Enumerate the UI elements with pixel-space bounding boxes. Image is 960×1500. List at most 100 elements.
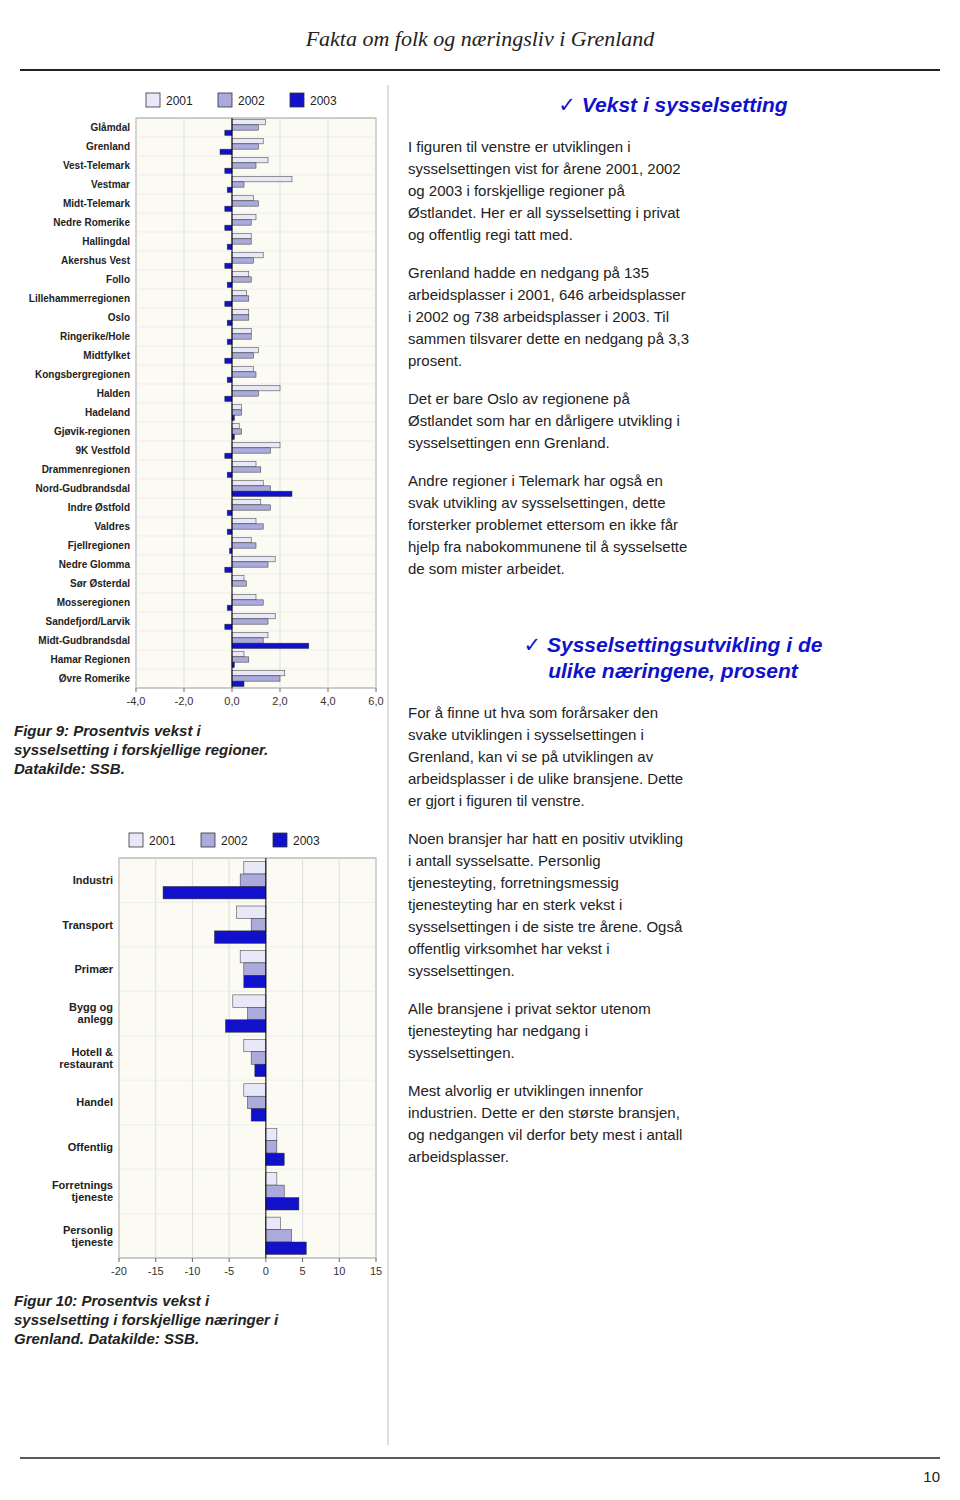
category-separator — [119, 1169, 376, 1170]
bar — [232, 671, 285, 676]
text-line: arbeidsplasser. — [408, 1148, 509, 1165]
text-line: Midt-Gudbrandsdal — [38, 635, 130, 646]
chart: 200120022003-20-15-10-5051015Personligtj… — [14, 833, 382, 1347]
tick-mark — [232, 688, 233, 692]
bar — [227, 510, 232, 515]
text-line: arbeidsplasser i de ulike bransjene. Det… — [408, 770, 683, 787]
legend-label: 2001 — [149, 834, 176, 848]
category-label: Sør Østerdal — [70, 578, 130, 589]
bar — [227, 320, 232, 325]
text-line: Mosseregionen — [57, 597, 130, 608]
text-line: ulike næringene, prosent — [548, 659, 799, 682]
section-title: ✓ Sysselsettingsutvikling i deulike næri… — [524, 633, 823, 682]
category-label: Vestmar — [91, 179, 130, 190]
text-line: Alle bransjene i privat sektor utenom — [408, 1000, 651, 1017]
category-label: Indre Østfold — [68, 502, 130, 513]
bar — [266, 1185, 284, 1197]
tick-label: -15 — [148, 1265, 164, 1277]
text-line: restaurant — [59, 1058, 113, 1070]
category-label: Follo — [106, 274, 130, 285]
bar — [227, 472, 232, 477]
category-separator — [136, 441, 376, 442]
category-label: Ringerike/Hole — [60, 331, 130, 342]
category-label: Industri — [73, 874, 113, 886]
tick-label: 6,0 — [368, 695, 383, 707]
text-line: Offentlig — [68, 1141, 113, 1153]
legend-swatch — [146, 93, 160, 107]
category-label: Forretningstjeneste — [52, 1179, 113, 1203]
text-line: Nedre Romerike — [53, 217, 130, 228]
category-separator — [136, 631, 376, 632]
bar — [248, 1096, 266, 1108]
text-line: sysselsettingen vist for årene 2001, 200… — [408, 160, 681, 177]
legend-swatch — [129, 833, 143, 847]
bar — [266, 1128, 277, 1140]
category-separator — [136, 270, 376, 271]
category-label: Glåmdal — [91, 122, 131, 133]
legend-swatch — [201, 833, 215, 847]
text-line: i 2002 og 738 arbeidsplasser i 2003. Til — [408, 308, 669, 325]
bar — [227, 244, 232, 249]
text-line: 9K Vestfold — [76, 445, 130, 456]
tick-mark — [328, 688, 329, 692]
category-separator — [136, 593, 376, 594]
page: Fakta om folk og næringsliv i Grenland10… — [0, 0, 960, 1500]
category-label: Nedre Glomma — [59, 559, 131, 570]
text-line: og 2003 i forskjellige regioner på — [408, 182, 625, 199]
category-label: Kongsbergregionen — [35, 369, 130, 380]
bar — [244, 975, 266, 987]
category-label: Hadeland — [85, 407, 130, 418]
text-line: ✓ Vekst i sysselsetting — [558, 93, 787, 116]
grid-line — [192, 858, 193, 1258]
bar — [232, 543, 256, 548]
bar — [232, 353, 254, 358]
zero-line — [232, 118, 233, 688]
bar — [232, 139, 263, 144]
category-label: Akershus Vest — [61, 255, 131, 266]
bar — [232, 163, 256, 168]
text-line: Personlig — [63, 1224, 113, 1236]
category-separator — [119, 1213, 376, 1214]
bars — [220, 120, 309, 687]
text-line: Øvre Romerike — [59, 673, 131, 684]
category-label: Midt-Telemark — [63, 198, 130, 209]
category-label: Vest-Telemark — [63, 160, 131, 171]
category-separator — [136, 213, 376, 214]
bar — [266, 1242, 306, 1254]
bar — [225, 301, 232, 306]
category-separator — [136, 365, 376, 366]
text-line: er gjort i figuren til venstre. — [408, 792, 585, 809]
grid-line — [339, 858, 340, 1258]
bar — [232, 500, 261, 505]
bottom-rule — [20, 1457, 940, 1459]
text-line: Det er bare Oslo av regionene på — [408, 390, 630, 407]
bar — [232, 310, 249, 315]
tick-mark — [265, 1258, 266, 1262]
category-label: Valdres — [94, 521, 130, 532]
text-line: Drammenregionen — [42, 464, 130, 475]
text-line: Nedre Glomma — [59, 559, 131, 570]
top-rule — [20, 69, 940, 71]
tick-label: 15 — [370, 1265, 382, 1277]
text-line: For å finne ut hva som forårsaker den — [408, 704, 658, 721]
legend-swatch — [290, 93, 304, 107]
bar — [232, 657, 249, 662]
category-label: Drammenregionen — [42, 464, 130, 475]
bar — [232, 676, 280, 681]
text-line: sysselsetting i forskjellige regioner. — [14, 741, 268, 758]
plot-area — [119, 858, 376, 1258]
bar — [248, 1007, 266, 1019]
bar — [236, 906, 265, 918]
category-label: Bygg oganlegg — [69, 1001, 113, 1025]
text-line: Figur 10: Prosentvis vekst i — [14, 1292, 210, 1309]
text-line: tjenesteyting har en sterk vekst i — [408, 896, 622, 913]
text-line: de som mister arbeidet. — [408, 560, 565, 577]
bar — [232, 177, 292, 182]
bar — [232, 581, 246, 586]
text-line: Hotell & — [71, 1046, 113, 1058]
category-label: Midtfylket — [83, 350, 130, 361]
bar — [232, 443, 280, 448]
text-line: sysselsettingen enn Grenland. — [408, 434, 610, 451]
tick-label: 0 — [263, 1265, 269, 1277]
category-label: Grenland — [86, 141, 130, 152]
